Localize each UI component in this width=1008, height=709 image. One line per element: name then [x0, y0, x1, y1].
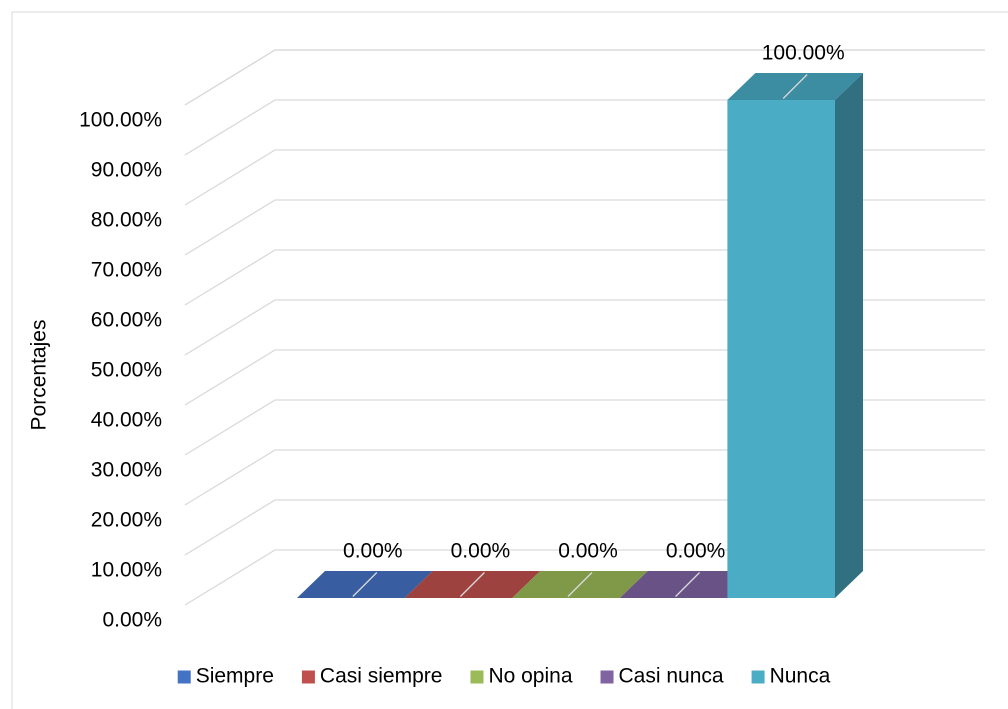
data-label: 0.00% [666, 540, 726, 563]
grid-line [184, 399, 985, 456]
y-tick-label: 90.00% [91, 159, 162, 182]
data-label: 0.00% [343, 540, 403, 563]
legend-swatch [301, 670, 315, 684]
legend-swatch [177, 670, 191, 684]
y-tick-label: 100.00% [79, 109, 162, 132]
bar-side [835, 73, 863, 598]
y-axis-title: Porcentajes [28, 320, 51, 431]
leader-line [352, 572, 378, 597]
legend-swatch [751, 670, 765, 684]
grid-line [184, 449, 985, 506]
y-tick-label: 20.00% [91, 509, 162, 532]
leader-line [675, 572, 701, 597]
grid-line [184, 49, 985, 106]
y-tick-label: 10.00% [91, 559, 162, 582]
leader-line [567, 572, 593, 597]
y-tick-label: 0.00% [102, 609, 162, 632]
legend-label: No opina [488, 665, 572, 688]
data-label: 0.00% [558, 540, 618, 563]
leader-line [782, 74, 808, 99]
chart-border [11, 11, 1008, 709]
y-tick-label: 70.00% [91, 259, 162, 282]
legend-label: Siempre [196, 665, 274, 688]
grid-line [184, 99, 985, 156]
legend-label: Nunca [770, 665, 831, 688]
y-tick-label: 50.00% [91, 359, 162, 382]
y-tick-label: 40.00% [91, 409, 162, 432]
y-tick-label: 60.00% [91, 309, 162, 332]
data-label: 100.00% [762, 42, 845, 65]
legend-label: Casi nunca [619, 665, 724, 688]
legend-swatch [600, 670, 614, 684]
grid-line [184, 199, 985, 256]
leader-line [459, 572, 485, 597]
grid-line [184, 299, 985, 356]
grid-line [184, 149, 985, 206]
grid-line [184, 349, 985, 406]
legend-swatch [470, 670, 484, 684]
y-tick-label: 30.00% [91, 459, 162, 482]
grid-line [184, 249, 985, 306]
data-label: 0.00% [451, 540, 511, 563]
y-tick-label: 80.00% [91, 209, 162, 232]
bar [727, 100, 835, 598]
legend-label: Casi siempre [320, 665, 443, 688]
wall-top [184, 49, 985, 106]
